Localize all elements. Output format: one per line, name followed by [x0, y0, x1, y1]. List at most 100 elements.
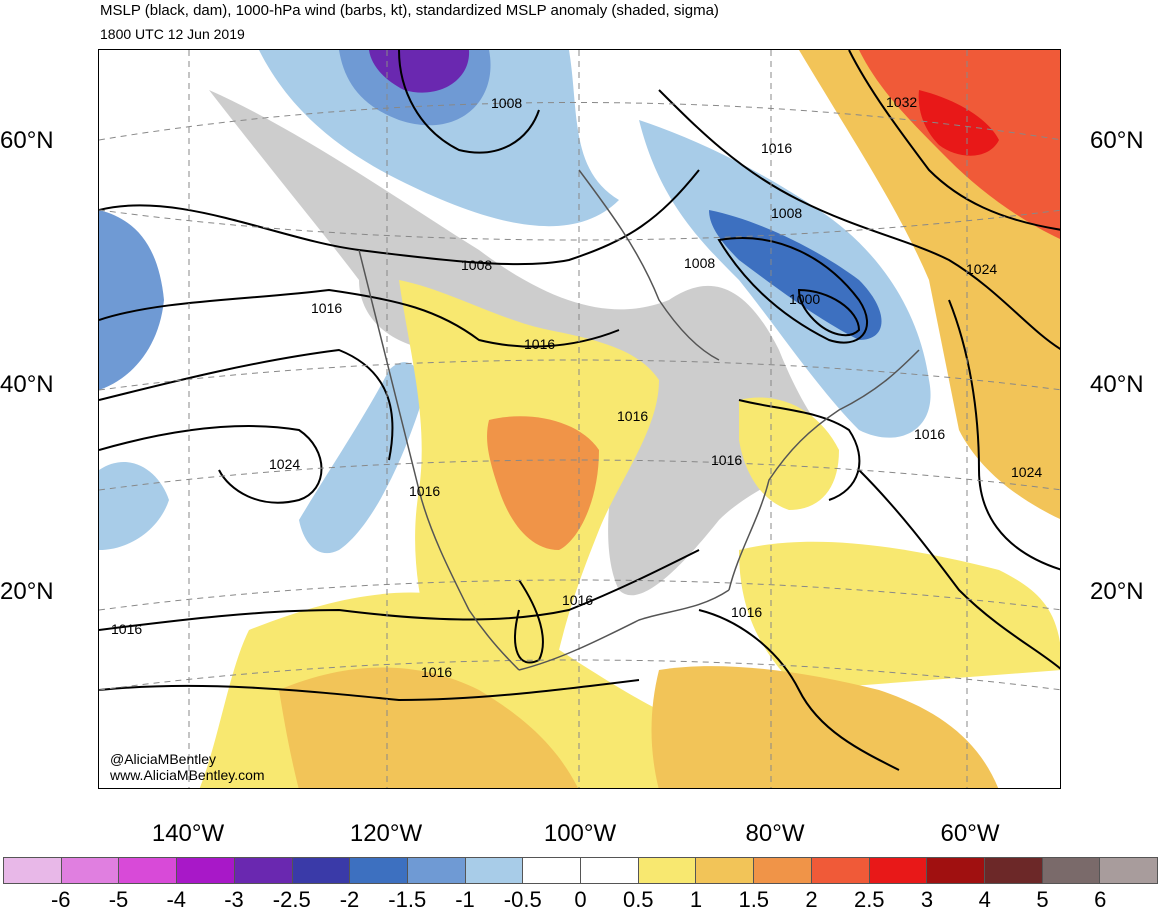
isobar-4 [99, 425, 323, 504]
colorbar-tick-label: -4 [166, 887, 187, 912]
isobar-label-e: 1008 [461, 257, 492, 273]
lat-label-60-right: 60°N [1090, 127, 1144, 154]
lon-label-140w: 140°W [151, 820, 225, 847]
isobar-5 [99, 549, 700, 631]
isobar-label-m: 1016 [409, 483, 440, 499]
lat-label-20-right: 20°N [1090, 578, 1144, 605]
isobar-label-j: 1016 [617, 408, 648, 424]
isobar-6 [99, 679, 640, 702]
colorbar-tick-label: -0.5 [503, 887, 542, 912]
graticule-lat-10 [99, 659, 1060, 691]
isobar-12 [858, 469, 1060, 670]
colorbar-cell [523, 858, 582, 883]
isobar-16 [398, 50, 540, 154]
isobar-label-c: 1032 [886, 94, 917, 110]
isobar-label-l: 1024 [269, 456, 300, 472]
colorbar-cell [119, 858, 178, 883]
graticule-lat-20 [99, 579, 1060, 611]
credit-url: www.AliciaMBentley.com [110, 767, 265, 783]
credit-handle: @AliciaMBentley [110, 751, 217, 767]
shade-pos-greenland [918, 90, 999, 156]
graticule-lat-30 [99, 459, 1060, 491]
anomaly-colorbar [3, 857, 1158, 884]
map-graphic: 1008 1016 1032 1008 1008 1008 1000 1016 … [99, 50, 1060, 788]
lat-label-20-left: 20°N [0, 578, 54, 605]
colorbar-tick-label: 1 [689, 887, 703, 912]
isobar-label-a: 1008 [491, 95, 522, 111]
coast-gulf [518, 589, 730, 671]
colorbar-tick-label: 2 [805, 887, 818, 912]
coastlines [358, 169, 920, 671]
isobar-label-s: 1016 [421, 664, 452, 680]
shade-neg-quebec-core [709, 210, 882, 340]
isobar-label-k: 1024 [966, 261, 997, 277]
colorbar-cell [638, 858, 697, 883]
isobar-label-i: 1016 [524, 336, 555, 352]
colorbar-cell [927, 858, 985, 883]
coast-hudson [578, 169, 720, 361]
graticule-lat-60 [99, 102, 1060, 141]
isobar-3 [99, 348, 394, 461]
anomaly-shading [99, 50, 1060, 788]
colorbar-tick-label: 5 [1036, 887, 1049, 912]
shade-neg-pacific-west [99, 210, 164, 390]
colorbar-cell [4, 858, 62, 883]
isobar-1 [99, 169, 700, 266]
colorbar-tick-label: 2.5 [853, 887, 885, 912]
colorbar-cell [61, 858, 120, 883]
isobar-7 [658, 89, 1060, 350]
colorbar-tick-label: -2.5 [272, 887, 311, 912]
graticule-lat-40 [99, 359, 1060, 391]
isobar-2 [99, 288, 620, 348]
shade-neg-alaska-center [369, 50, 470, 93]
colorbar-cell [292, 858, 351, 883]
lon-label-100w: 100°W [543, 820, 617, 847]
isobar-10 [738, 399, 861, 501]
isobar-15 [848, 50, 1060, 231]
isobar-11 [948, 299, 1060, 571]
coast-west-na [358, 249, 520, 671]
coast-east-na [728, 349, 920, 591]
colorbar-tick-label: 0.5 [622, 887, 654, 912]
shade-neg-pacific-sw [99, 461, 169, 550]
lon-label-60w: 60°W [940, 820, 1000, 847]
shade-pos-southpacific-core [279, 667, 578, 788]
colorbar-tick-label: -2 [339, 887, 360, 912]
colorbar-cell [811, 858, 870, 883]
colorbar-tick-label: 6 [1094, 887, 1107, 912]
isobar-label-f: 1008 [684, 255, 715, 271]
lon-label-80w: 80°W [745, 820, 805, 847]
isobar-label-h: 1016 [311, 300, 342, 316]
isobars [99, 50, 1060, 771]
colorbar-cell [350, 858, 408, 883]
lat-label-40-right: 40°N [1090, 371, 1144, 398]
isobar-9 [797, 288, 861, 337]
colorbar-tick-label: 3 [920, 887, 934, 912]
map-panel: 1008 1016 1032 1008 1008 1008 1000 1016 … [98, 49, 1061, 789]
graticule-lat-50 [99, 209, 1060, 241]
colorbar-tick-label: 0 [574, 887, 587, 912]
isobar-label-b: 1016 [761, 140, 792, 156]
colorbar-cell [177, 858, 235, 883]
isobar-label-n: 1016 [711, 452, 742, 468]
map-title: MSLP (black, dam), 1000-hPa wind (barbs,… [100, 2, 719, 19]
isobar-label-d: 1008 [771, 205, 802, 221]
colorbar-cell [581, 858, 639, 883]
isobar-14 [698, 609, 900, 771]
shade-pos-caribbean [651, 666, 999, 788]
colorbar-cell [1100, 858, 1158, 883]
colorbar-cell [754, 858, 812, 883]
isobar-label-p: 1016 [562, 592, 593, 608]
colorbar-tick-label: 1.5 [738, 887, 770, 912]
colorbar-tick-label: 4 [978, 887, 991, 912]
lat-label-40-left: 40°N [0, 371, 54, 398]
shade-neg-westcoast [299, 362, 422, 554]
isobar-label-t: 1024 [1011, 464, 1042, 480]
colorbar-cell [465, 858, 524, 883]
shade-pos-subtropical [739, 541, 1060, 690]
isobar-8 [717, 237, 869, 344]
isobar-label-r: 1016 [111, 621, 142, 637]
colorbar-cell [234, 858, 293, 883]
colorbar-cell [984, 858, 1043, 883]
graticule [99, 50, 1060, 788]
